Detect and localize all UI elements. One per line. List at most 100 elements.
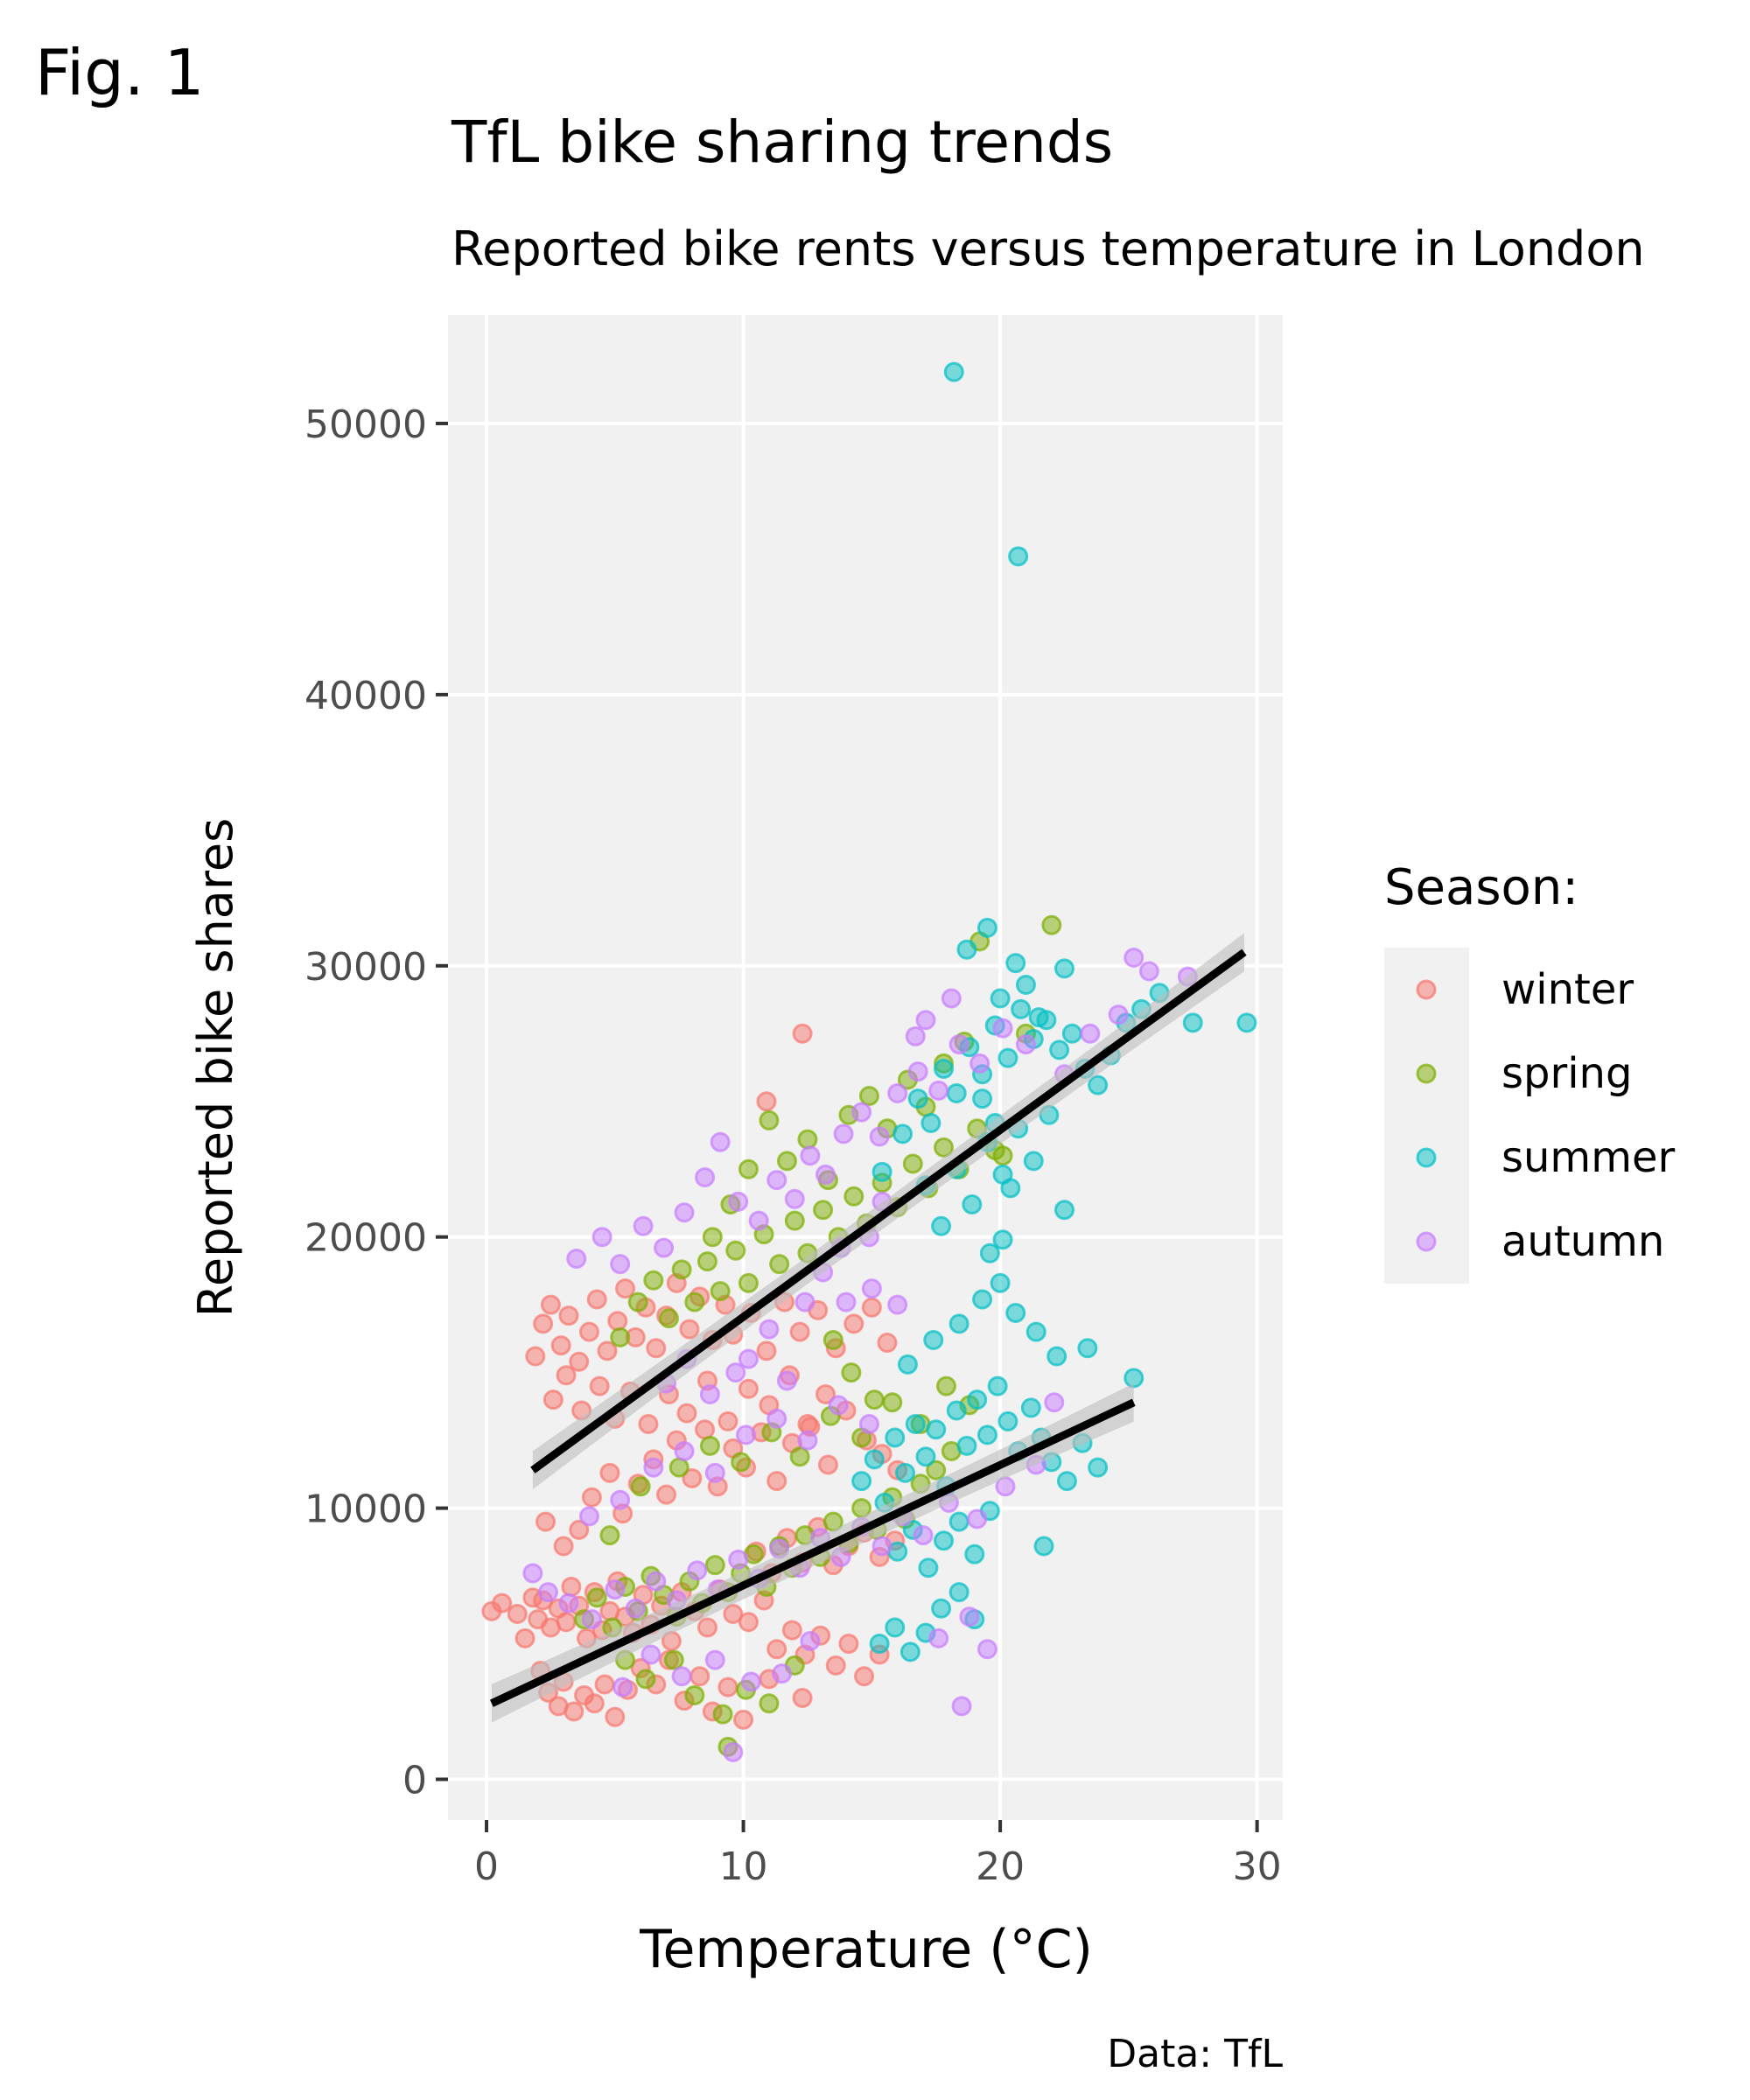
data-point-autumn bbox=[748, 1210, 769, 1231]
data-point-winter bbox=[797, 1414, 818, 1435]
x-tick-label: 30 bbox=[1233, 1844, 1282, 1889]
data-point-summer bbox=[931, 1598, 952, 1619]
data-point-summer bbox=[864, 1449, 885, 1470]
legend-label-summer: summer bbox=[1502, 1133, 1675, 1182]
data-point-summer bbox=[905, 1414, 926, 1435]
x-tick-label: 0 bbox=[474, 1844, 499, 1889]
data-point-winter bbox=[781, 1620, 802, 1641]
data-point-winter bbox=[789, 1321, 810, 1342]
data-point-autumn bbox=[633, 1215, 654, 1236]
data-point-spring bbox=[759, 1693, 780, 1714]
data-point-autumn bbox=[522, 1563, 543, 1584]
data-point-autumn bbox=[695, 1167, 716, 1188]
data-point-summer bbox=[885, 1427, 906, 1448]
data-point-summer bbox=[1026, 1321, 1046, 1342]
caption: Data: TfL bbox=[1107, 2032, 1283, 2076]
data-point-spring bbox=[630, 1476, 651, 1497]
data-point-spring bbox=[696, 1251, 718, 1272]
data-point-summer bbox=[972, 1289, 993, 1310]
data-point-winter bbox=[816, 1383, 836, 1404]
data-point-winter bbox=[792, 1023, 813, 1044]
data-point-autumn bbox=[759, 1319, 780, 1340]
data-point-winter bbox=[638, 1414, 659, 1435]
data-point-spring bbox=[738, 1272, 759, 1293]
data-point-autumn bbox=[766, 1170, 788, 1191]
data-point-spring bbox=[684, 1684, 705, 1705]
data-point-spring bbox=[1041, 914, 1062, 935]
data-point-autumn bbox=[861, 1278, 882, 1299]
data-point-winter bbox=[723, 1603, 744, 1624]
data-point-autumn bbox=[915, 1010, 936, 1031]
data-point-winter bbox=[586, 1289, 607, 1310]
data-point-winter bbox=[607, 1311, 628, 1332]
data-point-summer bbox=[992, 1229, 1013, 1250]
data-point-autumn bbox=[928, 1080, 949, 1101]
data-point-summer bbox=[964, 1544, 985, 1564]
data-point-summer bbox=[1054, 1200, 1074, 1221]
data-point-summer bbox=[1056, 1471, 1077, 1492]
data-point-autumn bbox=[872, 1536, 892, 1557]
legend-label-spring: spring bbox=[1502, 1049, 1632, 1098]
data-point-summer bbox=[990, 1272, 1011, 1293]
data-point-spring bbox=[864, 1390, 885, 1410]
data-point-winter bbox=[542, 1390, 564, 1410]
data-point-spring bbox=[610, 1326, 631, 1348]
data-point-winter bbox=[766, 1639, 788, 1660]
data-point-spring bbox=[789, 1446, 810, 1467]
data-point-spring bbox=[784, 1210, 805, 1231]
y-tick-label: 10000 bbox=[304, 1488, 427, 1532]
data-point-summer bbox=[948, 1582, 970, 1603]
data-point-autumn bbox=[728, 1191, 749, 1212]
data-point-spring bbox=[813, 1200, 834, 1221]
data-point-summer bbox=[1023, 1151, 1044, 1172]
data-point-autumn bbox=[836, 1292, 857, 1312]
data-point-summer bbox=[998, 1047, 1018, 1068]
data-point-autumn bbox=[858, 1414, 879, 1435]
data-point-spring bbox=[658, 1308, 679, 1329]
chart-title: TfL bike sharing trends bbox=[451, 108, 1113, 176]
data-point-summer bbox=[894, 1462, 915, 1483]
data-point-summer bbox=[926, 1419, 947, 1440]
data-point-summer bbox=[1049, 1040, 1070, 1060]
data-point-autumn bbox=[913, 1525, 934, 1546]
data-point-spring bbox=[704, 1555, 725, 1576]
data-point-winter bbox=[550, 1335, 571, 1356]
data-point-spring bbox=[586, 1587, 607, 1608]
data-point-summer bbox=[1077, 1338, 1098, 1359]
data-point-winter bbox=[615, 1278, 636, 1299]
data-point-summer bbox=[900, 1642, 920, 1662]
data-point-autumn bbox=[581, 1609, 602, 1630]
data-point-summer bbox=[1236, 1012, 1257, 1033]
data-point-autumn bbox=[959, 1606, 980, 1628]
data-point-summer bbox=[948, 1313, 970, 1334]
data-point-summer bbox=[990, 988, 1011, 1009]
data-point-summer bbox=[1008, 546, 1029, 567]
data-point-autumn bbox=[654, 1237, 675, 1258]
data-point-autumn bbox=[738, 1348, 759, 1369]
data-point-summer bbox=[943, 361, 964, 382]
data-point-autumn bbox=[967, 1508, 988, 1530]
data-point-winter bbox=[877, 1333, 898, 1354]
data-point-winter bbox=[766, 1471, 788, 1492]
legend-title: Season: bbox=[1384, 859, 1578, 916]
data-point-autumn bbox=[723, 1742, 744, 1763]
legend-key-summer bbox=[1416, 1147, 1437, 1168]
data-point-autumn bbox=[851, 1102, 872, 1123]
data-point-winter bbox=[584, 1693, 605, 1714]
data-point-autumn bbox=[772, 1663, 793, 1684]
data-point-winter bbox=[561, 1576, 582, 1597]
data-point-autumn bbox=[766, 1408, 788, 1429]
data-point-spring bbox=[663, 1649, 684, 1670]
figure-label: Fig. 1 bbox=[35, 36, 204, 109]
axes: 0 10000 20000 30000 40000 50000 0 10 20 30 bbox=[304, 402, 1282, 1889]
data-point-winter bbox=[605, 1706, 626, 1727]
data-point-summer bbox=[1046, 1346, 1068, 1367]
data-point-autumn bbox=[1138, 961, 1159, 982]
chart-subtitle: Reported bike rents versus temperature i… bbox=[452, 221, 1645, 276]
data-point-summer bbox=[956, 939, 977, 960]
data-point-spring bbox=[731, 1452, 752, 1473]
data-point-winter bbox=[861, 1297, 882, 1318]
data-point-autumn bbox=[610, 1489, 631, 1510]
data-point-autumn bbox=[797, 1430, 818, 1451]
